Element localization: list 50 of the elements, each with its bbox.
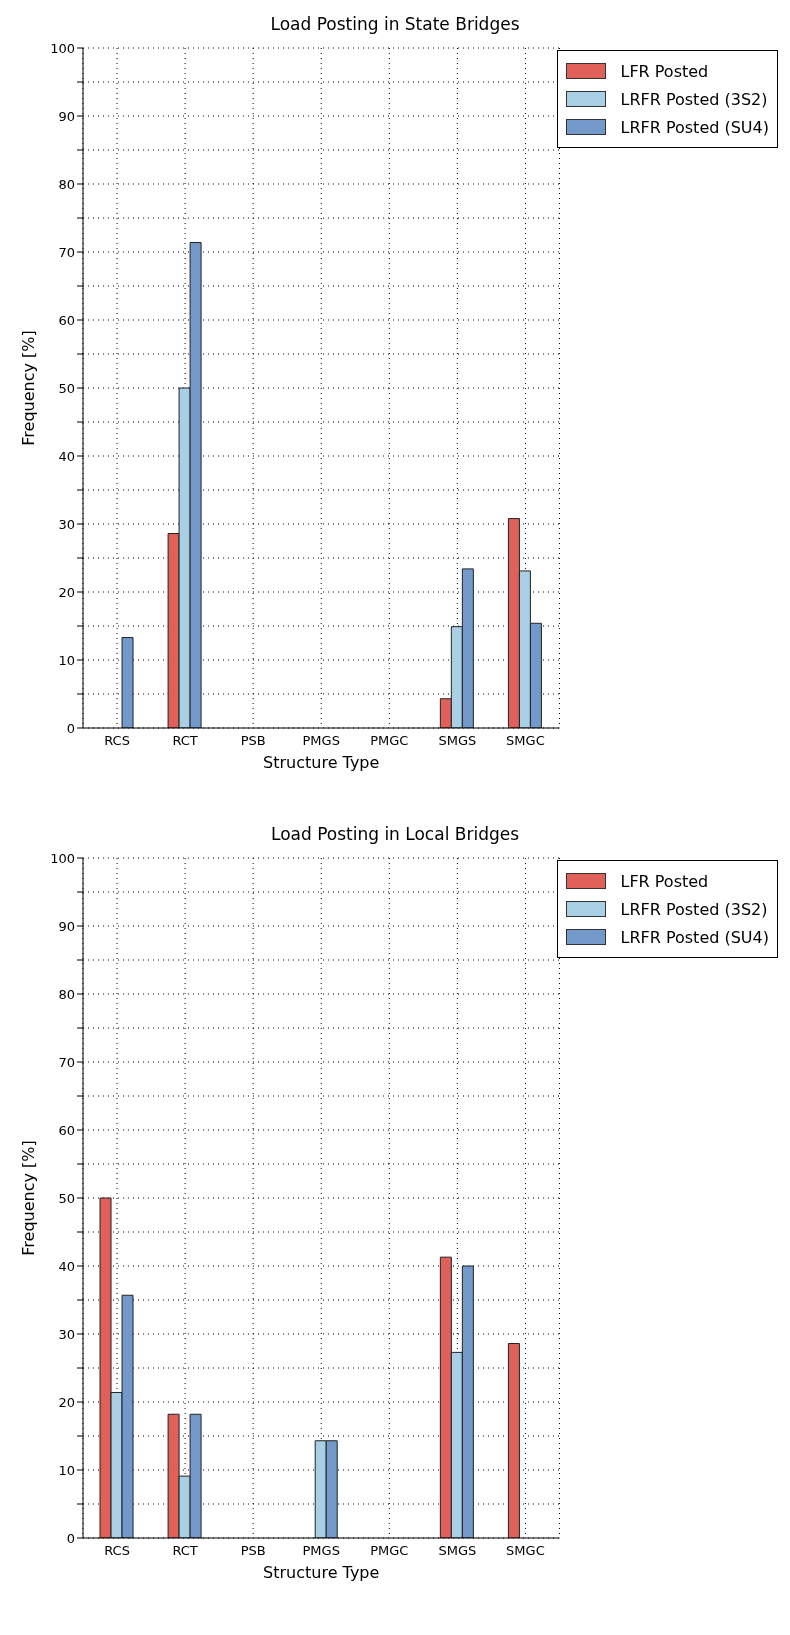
- chart-title: Load Posting in Local Bridges: [270, 824, 520, 844]
- y-tick-label: 20: [58, 584, 75, 600]
- y-tick-label: 30: [58, 1326, 75, 1342]
- x-tick-label: RCS: [104, 733, 130, 749]
- y-tick-label: 80: [58, 986, 75, 1002]
- legend-label: LRFR Posted (3S2): [620, 89, 768, 109]
- y-tick-label: 70: [58, 1054, 75, 1070]
- y-tick-label: 80: [58, 176, 75, 192]
- bar: [507, 1343, 520, 1538]
- y-tick-label: 100: [50, 40, 75, 56]
- legend-label: LRFR Posted (3S2): [620, 899, 768, 919]
- y-axis-title: Frequency [%]: [18, 1140, 38, 1256]
- x-tick-label: PMGS: [302, 1543, 340, 1559]
- x-tick-label: PSB: [240, 733, 266, 749]
- y-tick-label: 40: [58, 448, 75, 464]
- legend-label: LRFR Posted (SU4): [620, 117, 769, 137]
- x-tick-label: SMGS: [438, 733, 477, 749]
- chart-title: Load Posting in State Bridges: [270, 14, 520, 34]
- y-tick-label: 90: [58, 108, 75, 124]
- x-tick-label: PMGC: [370, 733, 409, 749]
- legend-label: LFR Posted: [620, 61, 709, 81]
- y-tick-label: 100: [50, 850, 75, 866]
- x-axis-title: Structure Type: [263, 753, 380, 772]
- y-tick-label: 60: [58, 1122, 75, 1138]
- y-tick-label: 50: [58, 1190, 75, 1206]
- y-tick-label: 50: [58, 380, 75, 396]
- y-tick-label: 10: [58, 652, 75, 668]
- y-tick-label: 10: [58, 1462, 75, 1478]
- x-tick-label: RCT: [172, 733, 198, 749]
- y-tick-label: 20: [58, 1394, 75, 1410]
- x-axis-title: Structure Type: [263, 1563, 380, 1582]
- y-axis-title: Frequency [%]: [18, 330, 38, 446]
- x-tick-label: SMGS: [438, 1543, 477, 1559]
- bar: [121, 637, 134, 728]
- y-tick-label: 70: [58, 244, 75, 260]
- x-tick-label: SMGC: [506, 733, 545, 749]
- x-tick-label: PMGS: [302, 733, 340, 749]
- x-tick-label: RCT: [172, 1543, 198, 1559]
- y-tick-label: 30: [58, 516, 75, 532]
- y-tick-label: 0: [66, 1530, 75, 1546]
- legend-label: LFR Posted: [620, 871, 709, 891]
- y-tick-label: 90: [58, 918, 75, 934]
- x-tick-label: SMGC: [506, 1543, 545, 1559]
- x-tick-label: RCS: [104, 1543, 130, 1559]
- x-tick-label: PSB: [240, 1543, 266, 1559]
- y-tick-label: 40: [58, 1258, 75, 1274]
- y-tick-label: 60: [58, 312, 75, 328]
- x-tick-label: PMGC: [370, 1543, 409, 1559]
- y-tick-label: 0: [66, 720, 75, 736]
- legend-label: LRFR Posted (SU4): [620, 927, 769, 947]
